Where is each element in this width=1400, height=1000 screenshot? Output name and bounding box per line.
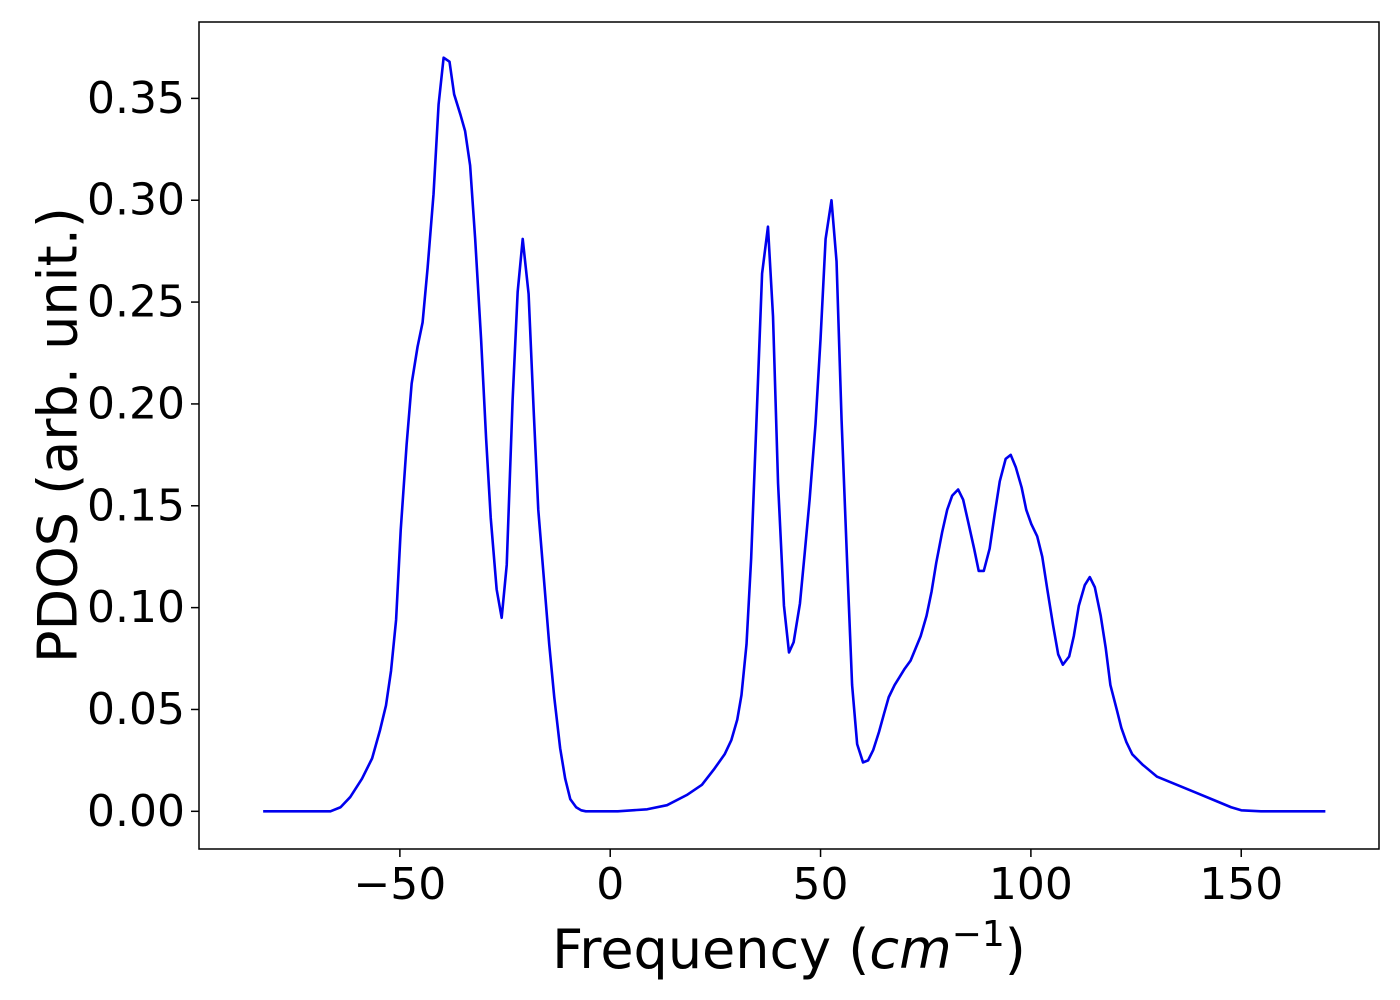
x-label-part: −1 <box>952 914 1005 955</box>
x-tick-label: 0 <box>596 859 624 910</box>
x-label-part: Frequency ( <box>552 918 869 981</box>
y-axis-label: PDOS (arb. unit.) <box>27 207 90 663</box>
x-label-part: ) <box>1005 918 1026 981</box>
data-line <box>263 56 1326 813</box>
y-tick-label: 0.10 <box>87 582 185 633</box>
plot-frame <box>198 21 1380 850</box>
x-tick-label: 150 <box>1199 859 1283 910</box>
y-tick-label: 0.15 <box>87 480 185 531</box>
x-label-part: cm <box>869 918 951 981</box>
y-tick-label: 0.20 <box>87 378 185 429</box>
x-axis-label: Frequency (cm−1) <box>552 914 1026 981</box>
y-tick-label: 0.00 <box>87 786 185 837</box>
y-tick-label: 0.05 <box>87 684 185 735</box>
y-tick-label: 0.30 <box>87 175 185 226</box>
y-tick-label: 0.25 <box>87 277 185 328</box>
x-tick-label: 100 <box>989 859 1073 910</box>
y-tick-label: 0.35 <box>87 73 185 124</box>
x-tick-label: −50 <box>353 859 446 910</box>
x-tick-label: 50 <box>793 859 849 910</box>
